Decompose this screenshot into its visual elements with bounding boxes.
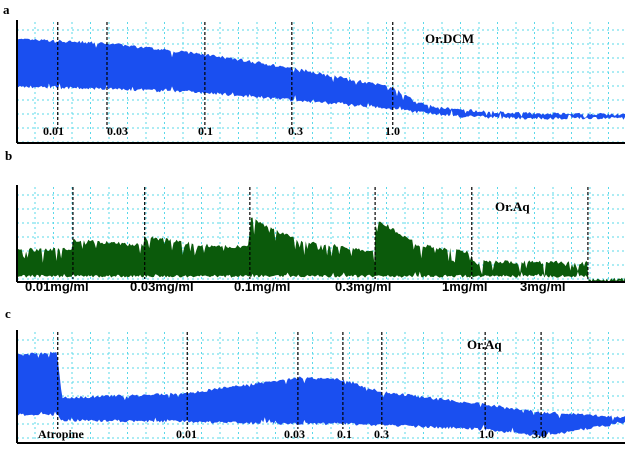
panel-title: Or.DCM — [425, 31, 474, 46]
event-label: 0.03mg/ml — [130, 279, 194, 294]
panel-letter: b — [5, 148, 12, 163]
event-label: 0.01 — [176, 427, 197, 441]
panel-a: 0.01 0.03 0.1 0.3 1.0 a Or.DCM — [3, 2, 625, 144]
event-label: 0.01 — [43, 124, 64, 138]
event-label: 1mg/ml — [442, 279, 488, 294]
panel-b: 0.01mg/ml 0.03mg/ml 0.1mg/ml 0.3mg/ml 1mg/ml… — [5, 148, 625, 294]
event-label: 0.1 — [337, 427, 352, 441]
event-label: 1.0 — [385, 124, 400, 138]
event-label: 3mg/ml — [520, 279, 566, 294]
panel-letter: c — [5, 306, 11, 321]
event-label: 0.3mg/ml — [335, 279, 391, 294]
panel-title: Or.Aq — [495, 199, 530, 214]
trace-b — [17, 217, 625, 282]
panel-c: Atropine 0.01 0.03 0.1 0.3 1.0 3.0 c Or.Aq — [5, 306, 625, 444]
event-label: 0.1 — [198, 124, 213, 138]
event-label: 0.03 — [107, 124, 128, 138]
event-label: 3.0 — [532, 427, 547, 441]
panel-letter: a — [3, 2, 10, 17]
event-label: 0.3 — [374, 427, 389, 441]
event-label: Atropine — [38, 427, 84, 441]
event-label: 0.01mg/ml — [25, 279, 89, 294]
event-label: 0.1mg/ml — [234, 279, 290, 294]
event-label: 0.3 — [288, 124, 303, 138]
trace-a — [17, 38, 625, 120]
panel-title: Or.Aq — [467, 337, 502, 352]
event-label: 1.0 — [479, 427, 494, 441]
trace-c — [17, 351, 625, 437]
event-label: 0.03 — [284, 427, 305, 441]
